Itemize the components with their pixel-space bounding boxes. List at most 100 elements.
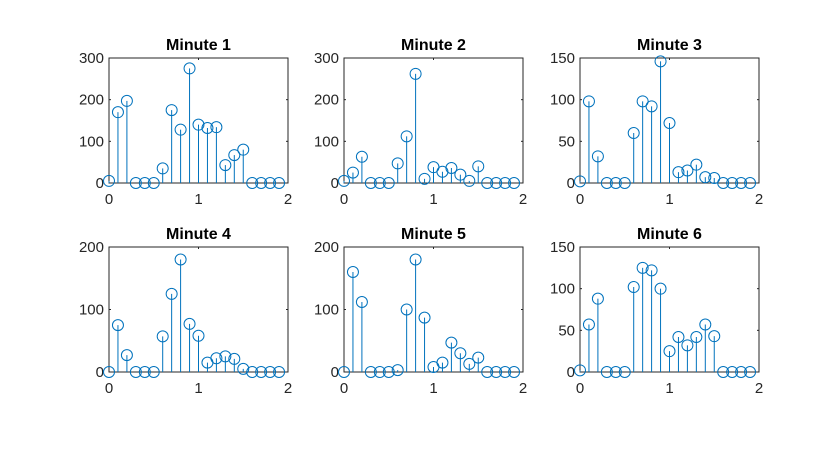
stem-marker — [726, 177, 739, 189]
x-tick-label: 0 — [105, 191, 113, 208]
stem-marker — [618, 366, 631, 378]
x-tick-label: 0 — [340, 191, 348, 208]
stem-marker — [472, 160, 485, 173]
stem-marker — [699, 318, 712, 331]
subplot-3: Minute 3 0 1 2 0 50 100 150 — [550, 37, 763, 208]
stem-marker — [463, 357, 476, 370]
y-tick-label: 100 — [79, 302, 104, 319]
stem-marker — [609, 177, 622, 189]
stem-marker — [726, 366, 739, 378]
x-tick-label: 2 — [755, 191, 763, 208]
stem-marker — [409, 253, 422, 266]
x-tick-label: 0 — [576, 191, 584, 208]
stem-marker — [192, 118, 205, 131]
y-tick-label: 100 — [79, 133, 104, 150]
subplot-title: Minute 3 — [637, 37, 702, 54]
x-tick-label: 2 — [284, 191, 292, 208]
stem-marker — [219, 350, 232, 363]
stem-marker — [508, 366, 521, 378]
stem-marker — [708, 330, 721, 343]
y-tick-label: 100 — [550, 92, 575, 109]
stem-marker — [690, 158, 703, 171]
stem-marker — [481, 177, 494, 189]
stem-marker — [338, 366, 350, 378]
stem-marker — [174, 253, 187, 266]
stem-marker — [228, 352, 241, 365]
stem-marker — [708, 172, 721, 184]
stem-marker — [103, 366, 115, 378]
x-tick-label: 1 — [665, 380, 673, 397]
stem-marker — [400, 303, 413, 316]
stem-marker — [246, 177, 259, 189]
stem-marker — [111, 106, 124, 119]
stem-marker — [338, 174, 350, 187]
stem-marker — [346, 166, 359, 179]
subplot-title: Minute 1 — [166, 37, 231, 54]
stem-marker — [591, 292, 604, 305]
stem-marker — [600, 366, 613, 378]
y-tick-label: 100 — [314, 302, 339, 319]
stem-marker — [645, 100, 658, 113]
stem-marker — [574, 364, 586, 377]
stem-marker — [156, 330, 169, 343]
stem-marker — [409, 67, 422, 80]
stem-marker — [355, 296, 368, 308]
x-tick-label: 1 — [194, 191, 202, 208]
stem-marker — [717, 366, 730, 378]
stem-marker — [400, 130, 413, 143]
stem-marker — [156, 162, 169, 175]
x-tick-label: 2 — [519, 380, 527, 397]
x-tick-label: 2 — [755, 380, 763, 397]
stem-marker — [273, 177, 286, 189]
y-tick-label: 300 — [314, 50, 339, 67]
stem-marker — [744, 366, 757, 378]
stem-marker — [147, 177, 160, 189]
stem-marker — [237, 143, 250, 156]
stem-marker — [183, 317, 196, 330]
stem-marker — [609, 366, 622, 378]
subplot-title: Minute 2 — [401, 37, 466, 54]
stem-marker — [672, 331, 685, 343]
subplot-title: Minute 5 — [401, 226, 466, 243]
stem-marker — [699, 171, 712, 184]
y-tick-label: 0 — [567, 175, 575, 192]
y-tick-label: 200 — [79, 92, 104, 109]
stem-marker — [373, 366, 386, 378]
y-tick-label: 0 — [331, 364, 339, 381]
stem-marker — [129, 366, 142, 378]
stem-marker — [636, 95, 649, 108]
y-tick-label: 100 — [550, 281, 575, 298]
y-tick-label: 50 — [558, 133, 575, 150]
y-tick-label: 200 — [79, 239, 104, 256]
stem-marker — [591, 150, 604, 163]
stem-marker — [418, 311, 431, 324]
stem-marker — [582, 318, 595, 331]
stem-marker — [210, 352, 223, 365]
stem-marker — [364, 177, 377, 189]
stem-marker — [219, 159, 232, 172]
stem-marker — [663, 117, 676, 129]
x-tick-label: 1 — [194, 380, 202, 397]
axes-box — [343, 246, 524, 373]
stem-marker — [165, 104, 178, 117]
subplot-title: Minute 6 — [637, 226, 702, 243]
stem-marker — [472, 351, 485, 364]
stem-marker — [744, 177, 757, 189]
x-tick-label: 0 — [340, 380, 348, 397]
x-tick-label: 1 — [429, 191, 437, 208]
stem-marker — [391, 157, 404, 170]
stem-marker — [654, 282, 667, 295]
stem-marker — [445, 162, 458, 174]
stem-marker — [600, 177, 613, 189]
x-tick-label: 1 — [429, 380, 437, 397]
stem-marker — [499, 366, 512, 378]
stem-marker — [120, 94, 133, 107]
stem-marker — [210, 121, 223, 134]
stem-marker — [120, 349, 133, 362]
y-tick-label: 0 — [567, 364, 575, 381]
stem-marker — [246, 366, 259, 378]
stem-marker — [183, 62, 196, 75]
stem-marker — [681, 164, 694, 177]
y-tick-label: 0 — [96, 175, 104, 192]
